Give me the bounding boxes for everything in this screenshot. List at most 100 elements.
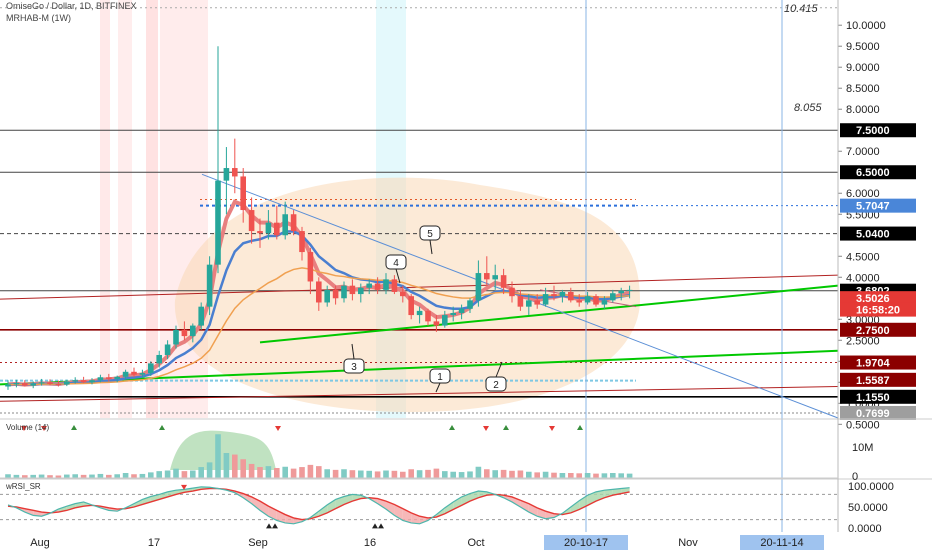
volume-bar — [366, 470, 372, 478]
rsi-fill — [386, 501, 395, 516]
volume-bar — [458, 472, 465, 478]
volume-bar — [517, 470, 524, 478]
volume-bar — [5, 474, 11, 478]
rsi-pane-label: wRSI_SR — [6, 482, 41, 491]
candle-body — [374, 283, 381, 290]
candle-body — [307, 252, 314, 282]
price-tick-label-4: 8.0000 — [846, 104, 880, 116]
candle-body — [248, 210, 255, 232]
wave-label-pointer-3 — [395, 268, 401, 284]
wave-label-4: 5 — [427, 229, 433, 240]
wave-label-pointer-2 — [351, 343, 355, 360]
candle-body — [332, 289, 339, 299]
price-label-7: 2.7500 — [856, 325, 890, 337]
volume-marker-5 — [449, 425, 455, 430]
rsi-fill — [335, 496, 344, 509]
candle-body — [206, 264, 213, 307]
volume-bar — [576, 473, 582, 478]
price-label-8: 1.9704 — [856, 358, 891, 370]
candle-body — [106, 377, 112, 379]
price-label-box-9 — [840, 372, 916, 387]
candle-body — [290, 214, 297, 232]
price-tick-label-15: 0.5000 — [846, 419, 880, 431]
volume-bar — [257, 467, 263, 478]
volume-bar — [13, 474, 20, 478]
volume-bar — [442, 471, 448, 478]
x-axis-highlight-label-1: 20-11-14 — [760, 537, 803, 549]
candle-body — [358, 287, 364, 295]
candle-body — [55, 383, 62, 385]
candle-body — [576, 300, 582, 303]
trendline-green-upper — [259, 284, 839, 344]
volume-tick-10m: 10M — [852, 442, 873, 454]
candle-body — [47, 382, 53, 384]
volume-marker-8 — [549, 426, 555, 431]
candle-body — [22, 383, 28, 386]
candle-body — [38, 382, 45, 384]
wave-label-pointer-4 — [429, 239, 433, 255]
candle-body — [64, 381, 70, 385]
volume-bar — [232, 454, 238, 478]
price-tick-label-2: 9.0000 — [846, 62, 880, 74]
price-label-box-10 — [840, 389, 916, 404]
volume-bar — [400, 471, 406, 478]
candle-body — [593, 296, 599, 305]
candle-body — [568, 291, 574, 301]
wave-label-2: 3 — [351, 362, 357, 373]
candle-body — [551, 294, 557, 297]
volume-bar — [198, 467, 204, 478]
slow-average-line — [7, 267, 630, 386]
candle-body — [534, 300, 540, 305]
candle-body — [215, 180, 221, 265]
volume-bar — [181, 471, 188, 478]
volume-bar — [610, 473, 616, 478]
volume-bar — [190, 470, 196, 478]
volume-bar — [156, 471, 162, 478]
candle-body — [509, 287, 515, 297]
volume-bar — [559, 473, 566, 478]
price-label-box-11 — [840, 405, 916, 420]
volume-bar — [114, 474, 120, 478]
rsi-fill — [285, 514, 294, 524]
price-label-2: 5.7047 — [856, 201, 890, 213]
rsi-fill — [444, 501, 454, 514]
candle-body — [274, 222, 280, 236]
candle-body — [148, 363, 154, 374]
volume-bar — [534, 472, 540, 478]
price-tick-label-9: 4.0000 — [846, 272, 880, 284]
price-label-3: 5.0400 — [856, 229, 890, 241]
price-label-box-6 — [840, 302, 916, 317]
candle-body — [584, 296, 591, 303]
volume-bar — [299, 467, 305, 478]
candle-body — [341, 285, 347, 299]
candle-body — [425, 310, 431, 322]
volume-bar — [240, 459, 246, 478]
volume-bar — [282, 466, 288, 478]
price-tick-label-0: 10.0000 — [846, 20, 886, 32]
candle-body — [299, 231, 305, 253]
volume-bar — [290, 468, 297, 478]
highlight-band-1 — [118, 0, 132, 418]
volume-bar — [383, 470, 389, 478]
price-label-box-0 — [840, 123, 916, 138]
volume-bar — [433, 468, 440, 478]
volume-bar — [139, 473, 146, 478]
x-axis-label-4: Oct — [467, 537, 484, 549]
volume-bar — [349, 470, 356, 478]
candle-body — [97, 377, 104, 381]
rsi-fill — [478, 491, 487, 498]
candle-body — [601, 300, 608, 305]
volume-marker-6 — [483, 426, 489, 431]
price-label-11: 0.7699 — [856, 408, 890, 420]
candle-body — [618, 290, 624, 294]
volume-bar — [30, 474, 36, 478]
candle-body — [400, 291, 406, 297]
highlight-band-0 — [100, 0, 110, 418]
price-tick-label-1: 9.5000 — [846, 41, 880, 53]
volume-bar — [475, 466, 482, 478]
volume-bar — [97, 473, 104, 478]
fast-average-line — [7, 199, 631, 387]
candle-body — [442, 315, 448, 326]
